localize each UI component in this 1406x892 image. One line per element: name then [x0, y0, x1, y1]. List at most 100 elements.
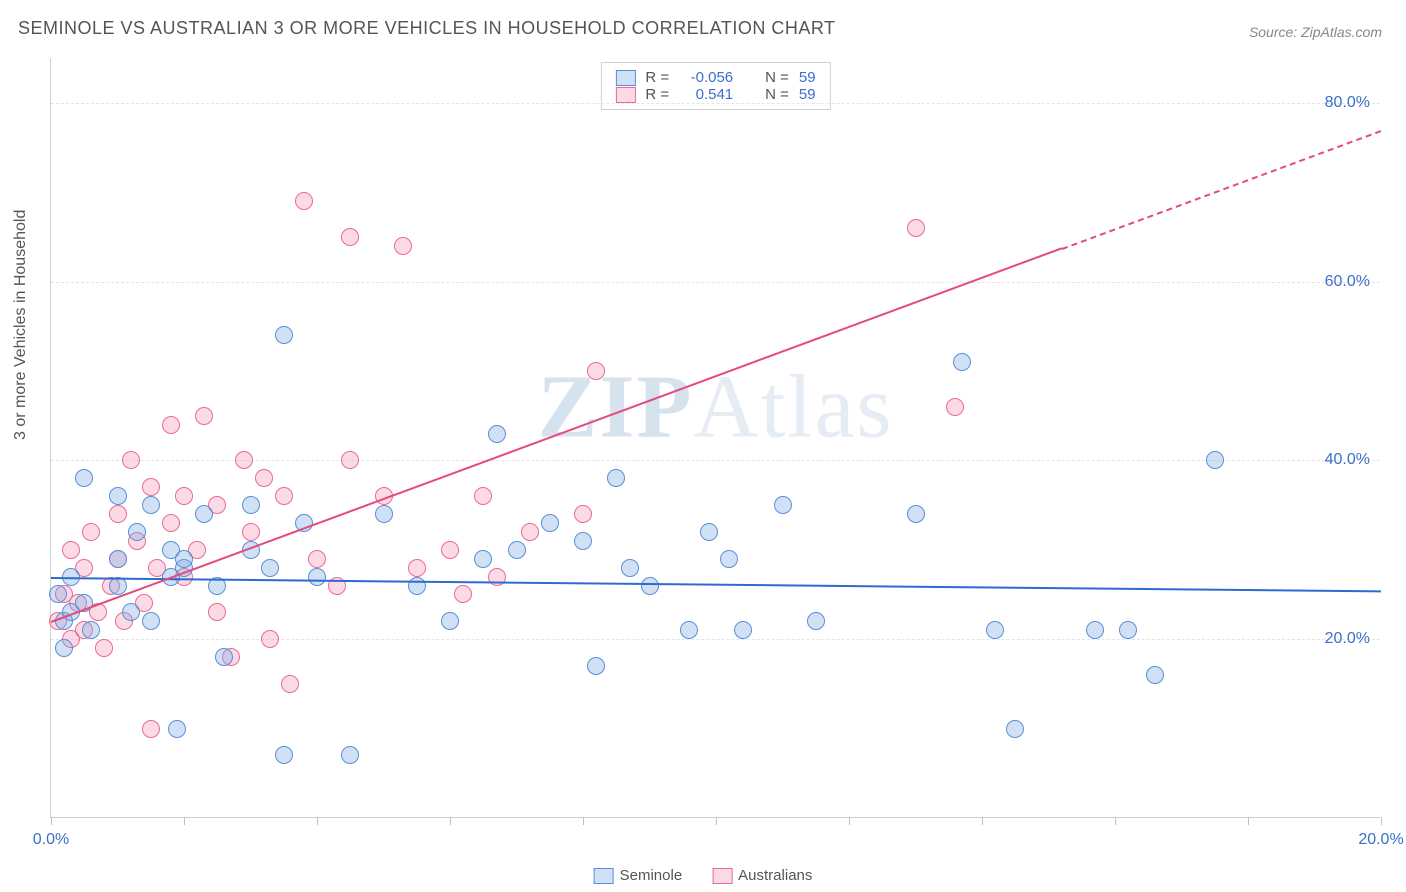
data-point-australians [109, 505, 127, 523]
data-point-seminole [75, 469, 93, 487]
legend-swatch [712, 868, 732, 884]
data-point-seminole [807, 612, 825, 630]
legend-swatch [594, 868, 614, 884]
watermark-bold: ZIP [537, 358, 693, 457]
legend-label: Australians [738, 867, 812, 884]
plot-area: ZIPAtlas R =-0.056N =59R =0.541N =59 20.… [50, 58, 1380, 818]
data-point-australians [454, 585, 472, 603]
x-tick-mark [317, 817, 318, 825]
data-point-australians [281, 675, 299, 693]
chart-container: SEMINOLE VS AUSTRALIAN 3 OR MORE VEHICLE… [0, 0, 1406, 892]
data-point-seminole [574, 532, 592, 550]
data-point-seminole [128, 523, 146, 541]
data-point-australians [275, 487, 293, 505]
data-point-seminole [1119, 621, 1137, 639]
data-point-australians [175, 487, 193, 505]
data-point-australians [341, 451, 359, 469]
data-point-seminole [122, 603, 140, 621]
x-tick-mark [450, 817, 451, 825]
data-point-seminole [49, 585, 67, 603]
data-point-australians [235, 451, 253, 469]
data-point-seminole [109, 550, 127, 568]
data-point-australians [162, 514, 180, 532]
data-point-seminole [341, 746, 359, 764]
data-point-australians [946, 398, 964, 416]
data-point-seminole [195, 505, 213, 523]
x-tick-label: 20.0% [1358, 831, 1403, 849]
data-point-seminole [774, 496, 792, 514]
legend-r-label: R = [645, 69, 669, 86]
x-tick-mark [583, 817, 584, 825]
data-point-australians [162, 416, 180, 434]
data-point-seminole [488, 425, 506, 443]
legend-swatch [615, 87, 635, 103]
data-point-australians [907, 219, 925, 237]
y-tick-label: 40.0% [1325, 451, 1370, 469]
data-point-australians [587, 362, 605, 380]
data-point-australians [95, 639, 113, 657]
legend-r-value: -0.056 [679, 69, 733, 86]
data-point-seminole [1206, 451, 1224, 469]
data-point-australians [62, 541, 80, 559]
data-point-seminole [55, 639, 73, 657]
x-tick-mark [1248, 817, 1249, 825]
data-point-seminole [441, 612, 459, 630]
data-point-australians [242, 523, 260, 541]
data-point-australians [142, 720, 160, 738]
data-point-australians [308, 550, 326, 568]
data-point-seminole [109, 487, 127, 505]
trend-line-australians-dashed [1061, 130, 1381, 250]
data-point-australians [341, 228, 359, 246]
data-point-seminole [261, 559, 279, 577]
y-tick-label: 60.0% [1325, 273, 1370, 291]
data-point-seminole [587, 657, 605, 675]
gridline [51, 103, 1380, 104]
data-point-australians [82, 523, 100, 541]
data-point-seminole [408, 577, 426, 595]
data-point-australians [521, 523, 539, 541]
legend-n-value: 59 [799, 86, 816, 103]
data-point-australians [208, 603, 226, 621]
data-point-seminole [142, 496, 160, 514]
data-point-australians [122, 451, 140, 469]
data-point-australians [441, 541, 459, 559]
legend-n-label: N = [765, 69, 789, 86]
legend-swatch [615, 70, 635, 86]
legend-r-value: 0.541 [679, 86, 733, 103]
x-tick-mark [1115, 817, 1116, 825]
data-point-seminole [700, 523, 718, 541]
data-point-seminole [275, 326, 293, 344]
data-point-seminole [168, 720, 186, 738]
data-point-seminole [1006, 720, 1024, 738]
data-point-australians [474, 487, 492, 505]
data-point-seminole [242, 496, 260, 514]
y-axis-label: 3 or more Vehicles in Household [12, 210, 30, 440]
legend-r-label: R = [645, 86, 669, 103]
data-point-seminole [82, 621, 100, 639]
data-point-australians [142, 478, 160, 496]
x-tick-mark [716, 817, 717, 825]
legend-item: Seminole [594, 867, 683, 884]
data-point-australians [255, 469, 273, 487]
data-point-seminole [1146, 666, 1164, 684]
data-point-seminole [720, 550, 738, 568]
legend-n-value: 59 [799, 69, 816, 86]
x-tick-mark [51, 817, 52, 825]
data-point-seminole [375, 505, 393, 523]
data-point-seminole [215, 648, 233, 666]
y-tick-label: 80.0% [1325, 94, 1370, 112]
data-point-seminole [1086, 621, 1104, 639]
data-point-seminole [142, 612, 160, 630]
data-point-seminole [508, 541, 526, 559]
x-tick-mark [982, 817, 983, 825]
legend-stat-row: R =0.541N =59 [615, 86, 815, 103]
data-point-australians [408, 559, 426, 577]
legend-item: Australians [712, 867, 812, 884]
data-point-seminole [308, 568, 326, 586]
legend-stat-row: R = -0.056 N = 59 [615, 69, 815, 86]
data-point-seminole [607, 469, 625, 487]
gridline [51, 282, 1380, 283]
y-tick-label: 20.0% [1325, 630, 1370, 648]
data-point-seminole [734, 621, 752, 639]
data-point-australians [295, 192, 313, 210]
